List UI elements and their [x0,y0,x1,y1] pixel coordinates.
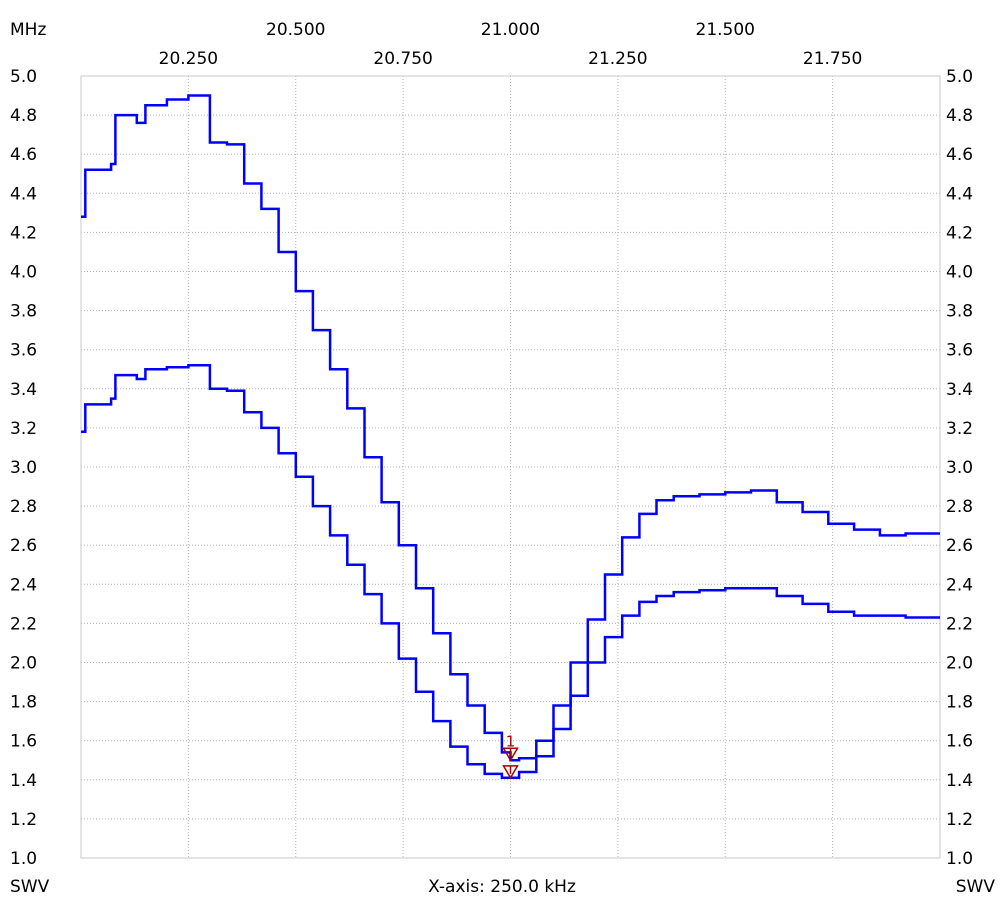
y-tick-label-right: 4.2 [946,223,973,243]
y-tick-label-left: 3.0 [10,458,37,478]
y-tick-label-left: 4.4 [10,184,37,204]
y-tick-label-left: 4.2 [10,223,37,243]
y-label-right: SWV [956,877,996,897]
y-tick-label-right: 3.4 [946,380,973,400]
y-tick-label-left: 1.2 [10,810,37,830]
x-tick-label-upper: 21.500 [696,20,755,40]
y-tick-label-right: 3.6 [946,341,973,361]
y-tick-label-right: 2.2 [946,614,973,634]
tick-labels: 1.0 1.0 1.2 1.2 1.4 1.4 1.6 1.6 1.8 1.8 2.0 2.0 2.2 2… [10,20,973,869]
y-tick-label-right: 1.8 [946,693,973,713]
y-tick-label-right: 2.4 [946,575,973,595]
x-tick-label-lower: 20.250 [159,49,218,69]
y-tick-label-left: 1.8 [10,693,37,713]
y-tick-label-right: 4.6 [946,145,973,165]
series-line-2 [81,364,940,780]
y-tick-label-left: 1.0 [10,849,37,869]
y-tick-label-right: 4.8 [946,106,973,126]
x-tick-label-upper: 20.500 [266,20,325,40]
y-tick-label-right: 1.2 [946,810,973,830]
marker-label: 1 [506,732,516,750]
y-tick-label-right: 2.0 [946,654,973,674]
y-tick-label-left: 4.6 [10,145,37,165]
y-label-left: SWV [10,877,50,897]
y-tick-label-right: 1.0 [946,849,973,869]
series-line-1 [81,94,940,762]
plot-frame [80,75,941,859]
x-tick-label-lower: 21.750 [803,49,862,69]
x-tick-label-lower: 21.250 [588,49,647,69]
freq-unit-label: MHz [10,20,46,40]
x-tick-label-upper: 21.000 [481,20,540,40]
y-tick-label-left: 2.8 [10,497,37,517]
y-tick-label-right: 1.6 [946,732,973,752]
y-tick-label-left: 1.4 [10,771,37,791]
y-tick-label-right: 2.8 [946,497,973,517]
y-tick-label-right: 3.8 [946,302,973,322]
y-tick-label-left: 3.4 [10,380,37,400]
y-tick-label-left: 5.0 [10,67,37,87]
y-tick-label-right: 3.0 [946,458,973,478]
y-tick-label-left: 3.8 [10,302,37,322]
y-tick-label-left: 2.4 [10,575,37,595]
y-tick-label-left: 2.0 [10,654,37,674]
y-tick-label-left: 3.6 [10,341,37,361]
y-tick-label-right: 5.0 [946,67,973,87]
marker-group: 1 [502,732,519,780]
y-tick-label-right: 1.4 [946,771,973,791]
x-tick-label-lower: 20.750 [373,49,432,69]
y-tick-label-left: 1.6 [10,732,37,752]
y-tick-label-left: 3.2 [10,419,37,439]
y-tick-label-left: 2.6 [10,536,37,556]
y-tick-label-left: 4.8 [10,106,37,126]
y-tick-label-right: 2.6 [946,536,973,556]
x-axis-caption: X-axis: 250.0 kHz [428,877,576,897]
y-tick-label-right: 3.2 [946,419,973,439]
y-tick-label-left: 4.0 [10,263,37,283]
y-tick-label-right: 4.4 [946,184,973,204]
y-tick-label-left: 2.2 [10,614,37,634]
y-tick-label-right: 4.0 [946,263,973,283]
series-group [81,94,940,780]
